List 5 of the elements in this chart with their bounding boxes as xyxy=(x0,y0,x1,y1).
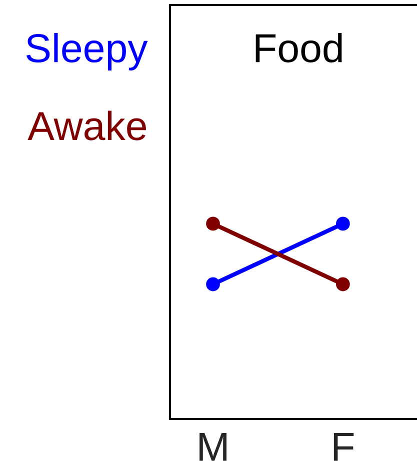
text: Sleepy xyxy=(26,32,148,70)
chart-title: Food xyxy=(256,32,342,63)
text: Awake xyxy=(28,110,146,140)
x-tick-label: M xyxy=(200,432,226,461)
x-tick-label: F xyxy=(334,432,354,461)
